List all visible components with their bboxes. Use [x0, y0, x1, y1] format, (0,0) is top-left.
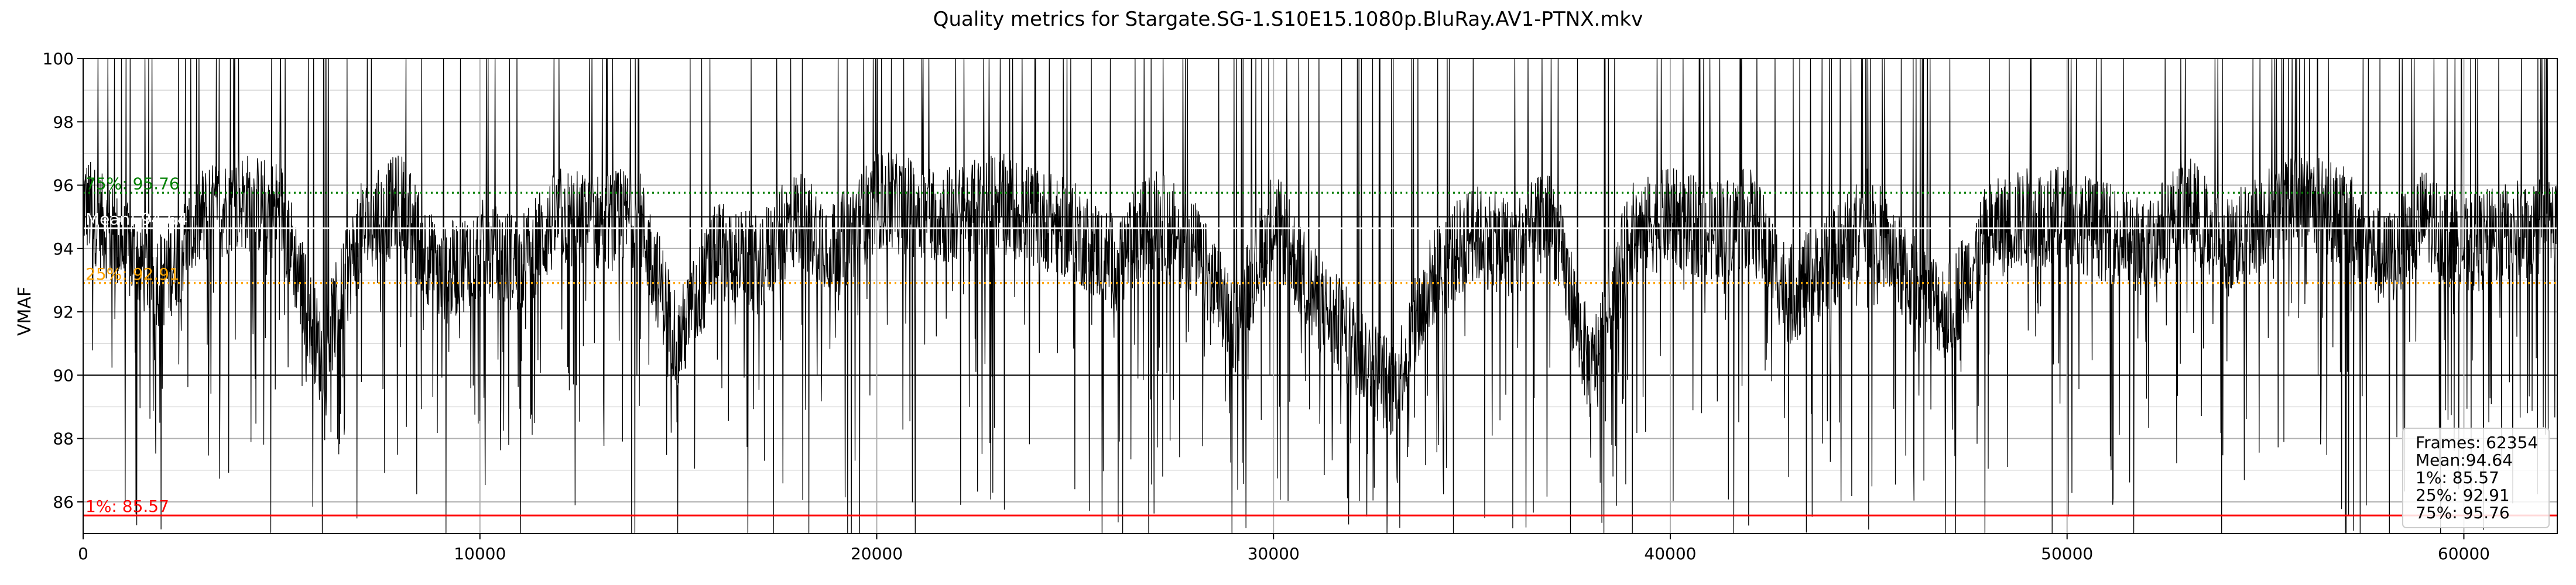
- reference-label: Mean: 94.64: [85, 209, 188, 229]
- legend-entry: Frames: 62354: [2416, 433, 2538, 452]
- y-tick-label: 98: [53, 112, 74, 132]
- y-axis-label: VMAF: [15, 287, 35, 336]
- x-tick-label: 10000: [454, 544, 506, 563]
- y-tick-label: 88: [53, 429, 74, 449]
- reference-label: 75%: 95.76: [85, 174, 180, 194]
- reference-label: 1%: 85.57: [85, 497, 169, 516]
- reference-label: 25%: 92.91: [85, 264, 180, 284]
- y-tick-label: 100: [43, 49, 74, 68]
- legend-box: [2402, 428, 2550, 528]
- y-tick-label: 86: [53, 493, 74, 512]
- vmaf-series-line: [83, 58, 2558, 534]
- x-tick-label: 60000: [2438, 544, 2490, 563]
- plot-frame: [83, 58, 2558, 534]
- y-tick-label: 90: [53, 366, 74, 385]
- y-tick-label: 92: [53, 302, 74, 322]
- x-tick-label: 30000: [1248, 544, 1300, 563]
- legend-entry: Mean:94.64: [2416, 450, 2513, 470]
- x-tick-label: 40000: [1644, 544, 1696, 563]
- y-tick-label: 94: [53, 239, 74, 259]
- data-series: [83, 58, 2558, 534]
- chart-title: Quality metrics for Stargate.SG-1.S10E15…: [933, 8, 1643, 31]
- x-tick-label: 50000: [2041, 544, 2093, 563]
- x-tick-label: 20000: [851, 544, 903, 563]
- x-tick-label: 0: [78, 544, 88, 563]
- legend-entry: 1%: 85.57: [2416, 468, 2499, 487]
- legend-entry: 75%: 95.76: [2416, 503, 2510, 522]
- axis-ticks: 86 88 90 92 94 96 98 100 0 10000 20000 30000 40000 50…: [43, 49, 2490, 563]
- legend-entry: 25%: 92.91: [2416, 486, 2510, 505]
- y-tick-label: 96: [53, 176, 74, 195]
